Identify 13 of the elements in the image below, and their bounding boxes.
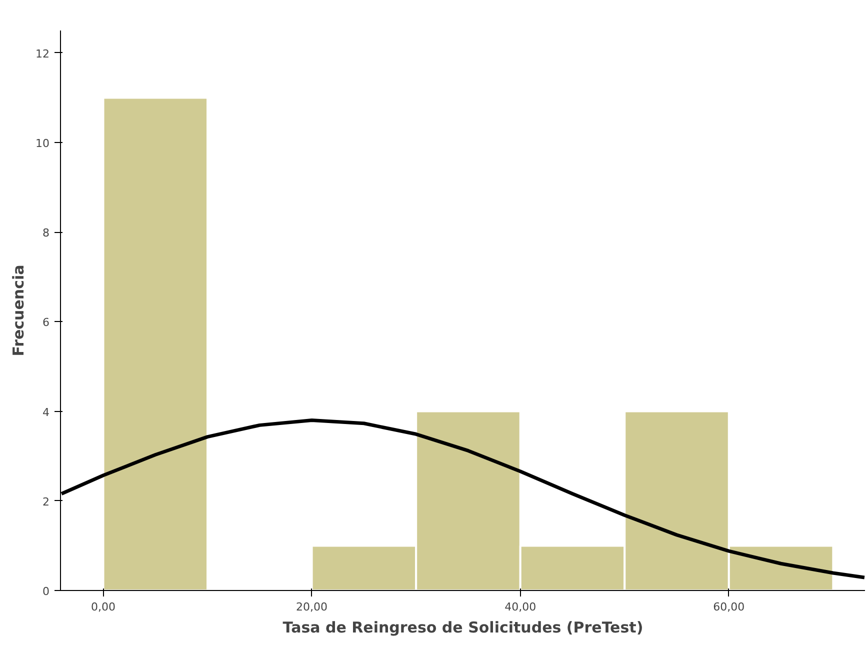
y-tick-label: 12 <box>36 47 50 60</box>
y-tick-label: 6 <box>42 316 50 330</box>
y-axis-title: Frecuencia <box>10 264 28 356</box>
y-tick-label: 8 <box>42 226 50 240</box>
y-tick-label: 2 <box>42 495 50 508</box>
x-tick-label: 40,00 <box>504 600 536 614</box>
x-tick-label: 20,00 <box>296 600 328 614</box>
x-axis-title: Tasa de Reingreso de Solicitudes (PreTest) <box>282 618 644 636</box>
y-tick-label: 4 <box>42 406 50 419</box>
y-tick-label: 10 <box>36 137 50 150</box>
y-tick-label: 0 <box>42 585 50 598</box>
x-tick-label: 0,00 <box>91 600 116 614</box>
x-tick-label: 60,00 <box>713 600 745 614</box>
